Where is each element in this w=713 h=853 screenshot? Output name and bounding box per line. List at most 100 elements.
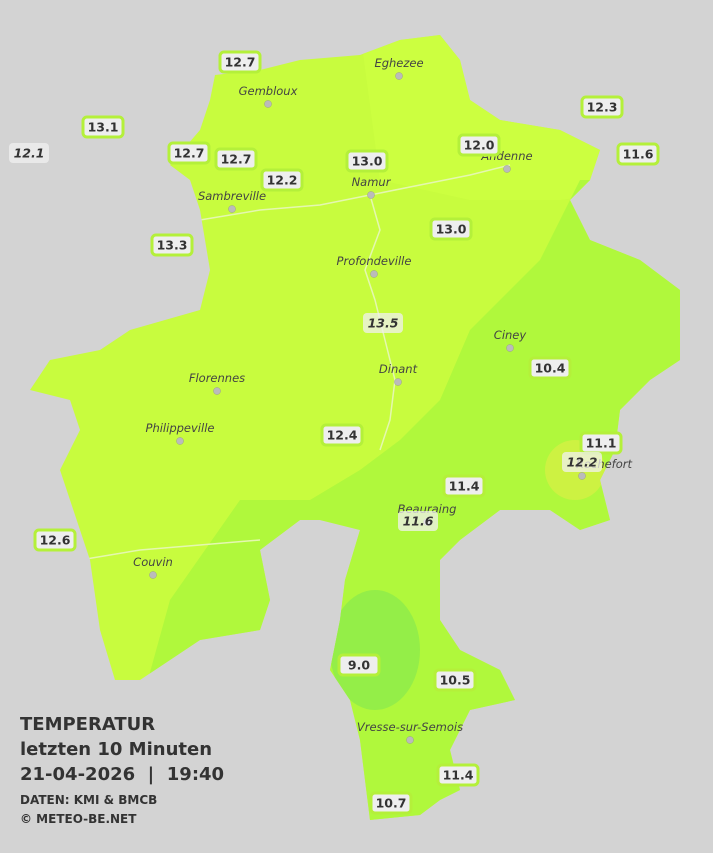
station: 11.1 (579, 431, 623, 455)
station-value: 12.2 (567, 455, 598, 470)
station-badge (345, 149, 389, 173)
station-badge (320, 423, 364, 447)
station-value: 13.1 (88, 120, 119, 135)
station-badge (81, 115, 125, 139)
legend-copyright: © METEO-BE.NET (20, 812, 137, 826)
station-value: 11.6 (623, 147, 654, 162)
station-value: 12.7 (221, 152, 252, 167)
station-badge (616, 142, 660, 166)
legend-period: letzten 10 Minuten (20, 739, 212, 760)
station-value: 12.6 (40, 533, 71, 548)
station: 10.5 (433, 668, 477, 692)
station: 12.2 (260, 168, 304, 192)
station: 12.7 (167, 141, 211, 165)
station-badge (429, 217, 473, 241)
place-dot (394, 378, 402, 386)
station-value: 11.6 (403, 514, 434, 529)
station-value: 12.7 (225, 55, 256, 70)
station-badge (167, 141, 211, 165)
station: 13.3 (150, 233, 194, 257)
place-label: Dinant (379, 362, 418, 376)
station: 13.5 (363, 313, 403, 333)
station: 12.7 (214, 147, 258, 171)
place-dot (228, 205, 236, 213)
station: 12.0 (457, 133, 501, 157)
station: 13.0 (429, 217, 473, 241)
place-label: Eghezee (374, 56, 423, 70)
station: 12.6 (33, 528, 77, 552)
place-dot (503, 165, 511, 173)
station-badge (433, 668, 477, 692)
place-label: Namur (352, 175, 392, 189)
station-value: 12.2 (267, 173, 298, 188)
station-badge (337, 653, 381, 677)
place-label: Florennes (189, 371, 245, 385)
station: 12.3 (580, 95, 624, 119)
station-badge (218, 50, 262, 74)
station-value: 10.7 (376, 796, 407, 811)
station: 13.1 (81, 115, 125, 139)
station-badge (579, 431, 623, 455)
place-dot (406, 736, 414, 744)
place-label: Sambreville (198, 189, 266, 203)
station-badge (369, 791, 413, 815)
station-badge (398, 511, 438, 531)
station: 9.0 (337, 653, 381, 677)
station-value: 10.4 (535, 361, 566, 376)
station-value: 13.0 (436, 222, 467, 237)
legend-title: TEMPERATUR (20, 714, 155, 735)
place-label: Vresse-sur-Semois (357, 720, 463, 734)
station: 12.2 (562, 452, 602, 472)
place-label: Profondeville (337, 254, 412, 268)
station: 11.4 (442, 474, 486, 498)
station-badge (9, 143, 49, 163)
station: 12.7 (218, 50, 262, 74)
place-label: Philippeville (146, 421, 215, 435)
station-value: 12.1 (14, 146, 45, 161)
station: 12.4 (320, 423, 364, 447)
station: 10.7 (369, 791, 413, 815)
station-badge (260, 168, 304, 192)
station: 11.6 (616, 142, 660, 166)
station-badge (457, 133, 501, 157)
station-value: 9.0 (348, 658, 370, 673)
station-badge (363, 313, 403, 333)
station: 10.4 (528, 356, 572, 380)
station-value: 13.0 (352, 154, 383, 169)
place-label: Couvin (133, 555, 173, 569)
station-badge (562, 452, 602, 472)
legend-datetime: 21-04-2026 | 19:40 (20, 764, 224, 785)
place-label: Gembloux (239, 84, 298, 98)
station: 13.0 (345, 149, 389, 173)
place-dot (506, 344, 514, 352)
station-value: 11.1 (586, 436, 617, 451)
station-value: 12.0 (464, 138, 495, 153)
station-badge (528, 356, 572, 380)
station: 11.4 (436, 763, 480, 787)
station-badge (442, 474, 486, 498)
station-value: 11.4 (443, 768, 474, 783)
place-dot (367, 191, 375, 199)
place-dot (213, 387, 221, 395)
place-dot (176, 437, 184, 445)
place-dot (264, 100, 272, 108)
station-badge (580, 95, 624, 119)
place-dot (395, 72, 403, 80)
place-dot (578, 472, 586, 480)
station-value: 11.4 (449, 479, 480, 494)
place-dot (149, 571, 157, 579)
station-value: 13.3 (157, 238, 188, 253)
station-badge (214, 147, 258, 171)
station-badge (150, 233, 194, 257)
station: 12.1 (9, 143, 49, 163)
place-dot (370, 270, 378, 278)
station-badge (33, 528, 77, 552)
station-value: 13.5 (368, 316, 399, 331)
station-value: 12.7 (174, 146, 205, 161)
legend-source: DATEN: KMI & BMCB (20, 793, 157, 807)
station-value: 12.3 (587, 100, 618, 115)
station-value: 12.4 (327, 428, 358, 443)
place-label: Ciney (494, 328, 527, 342)
station-badge (436, 763, 480, 787)
